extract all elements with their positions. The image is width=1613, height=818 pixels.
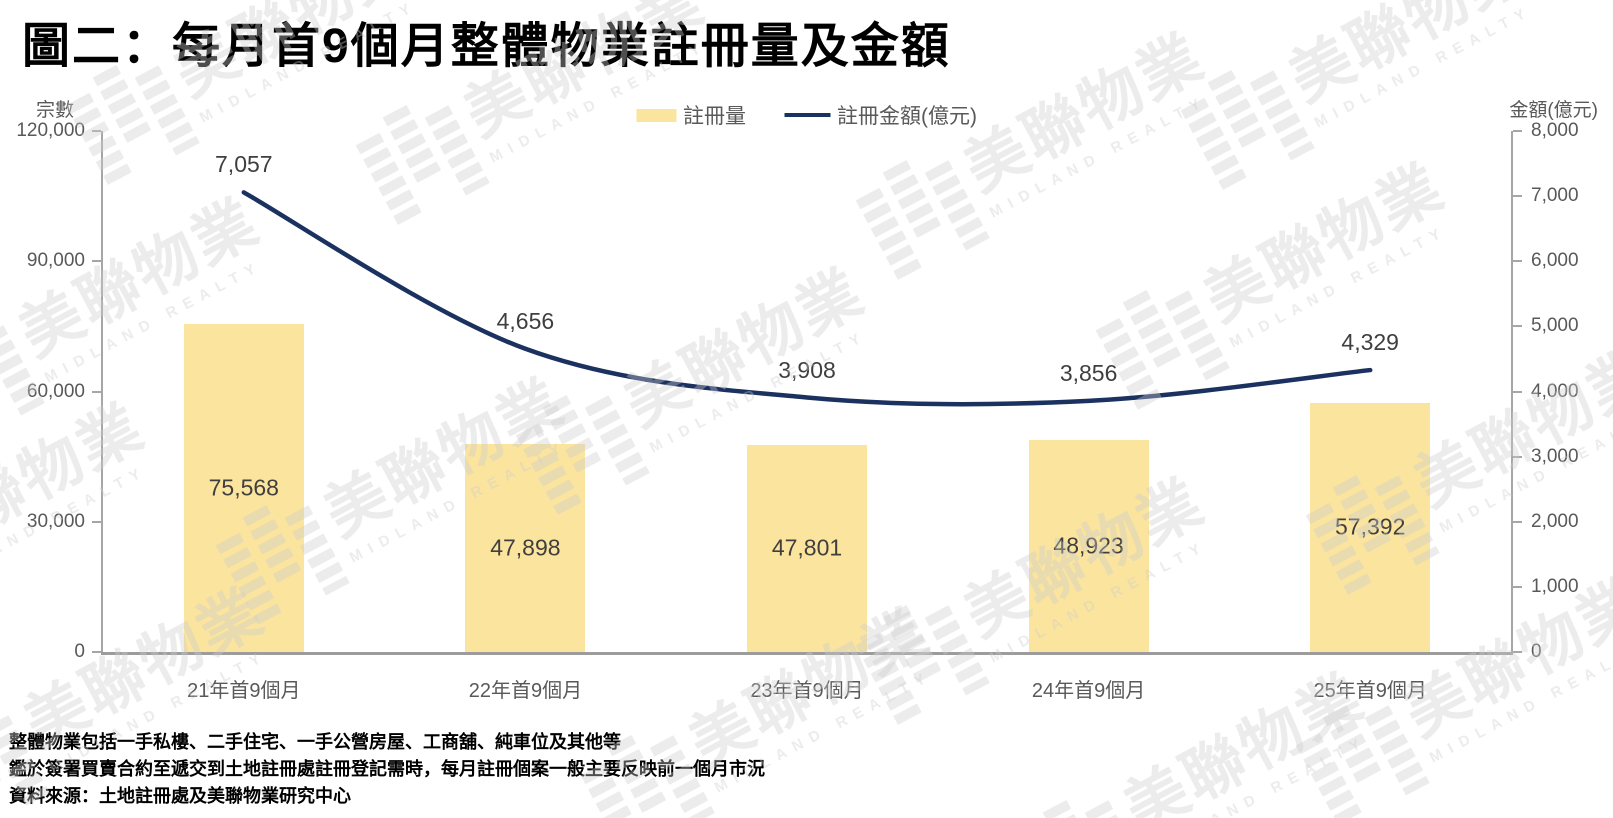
right-axis-tick-label: 7,000 bbox=[1531, 185, 1579, 207]
left-axis-tick bbox=[92, 520, 101, 523]
left-axis-line bbox=[101, 131, 103, 652]
right-axis-tick bbox=[1513, 195, 1522, 198]
bar-22年首9個月 bbox=[465, 444, 586, 652]
line-value-label: 3,856 bbox=[1059, 359, 1118, 386]
right-axis-tick-label: 1,000 bbox=[1531, 575, 1579, 597]
left-axis-tick bbox=[92, 651, 101, 653]
footnote-timing: 鑑於簽署買賣合約至遞交到土地註冊處註冊登記需時，每月註冊個案一般主要反映前一個月… bbox=[9, 759, 765, 779]
right-axis-tick-label: 5,000 bbox=[1531, 315, 1579, 337]
left-axis-tick-label: 90,000 bbox=[26, 250, 85, 272]
legend-line-swatch-icon bbox=[784, 113, 830, 117]
bar-value-label: 47,898 bbox=[490, 534, 561, 561]
left-axis-unit-label: 宗數 bbox=[36, 100, 75, 121]
line-value-label: 4,656 bbox=[496, 307, 555, 334]
bar-value-label: 48,923 bbox=[1053, 532, 1124, 559]
midland-logo-icon bbox=[0, 325, 45, 417]
left-axis-tick-label: 60,000 bbox=[26, 380, 85, 402]
footnotes: 整體物業包括一手私樓、二手住宅、一手公營房屋、工商舖、純車位及其他等 鑑於簽署買… bbox=[9, 729, 765, 810]
watermark-cjk-text: 美聯物業 bbox=[1278, 0, 1541, 115]
plot-area: 75,568 47,898 47,801 48,923 57,392 120,000 90,… bbox=[16, 120, 1578, 702]
line-value-label: 4,329 bbox=[1341, 329, 1399, 356]
right-axis-tick-label: 6,000 bbox=[1531, 250, 1579, 272]
bar-21年首9個月 bbox=[183, 323, 304, 652]
bar-25年首9個月 bbox=[1310, 402, 1431, 652]
right-axis-tick-label: 2,000 bbox=[1531, 510, 1579, 532]
right-axis-tick bbox=[1513, 260, 1522, 263]
right-axis-tick bbox=[1513, 325, 1522, 328]
midland-logo-icon bbox=[1295, 705, 1430, 818]
left-axis-tick bbox=[92, 130, 101, 132]
right-axis-tick-label: 4,000 bbox=[1531, 380, 1579, 402]
left-axis-tick bbox=[92, 390, 101, 393]
x-axis-category-label: 21年首9個月 bbox=[187, 680, 301, 702]
right-axis-tick bbox=[1513, 130, 1522, 132]
chart-title: 圖二：每月首9個月整體物業註冊量及金額 bbox=[22, 20, 951, 73]
legend: 註冊量 註冊金額(億元) bbox=[636, 100, 977, 130]
bar-23年首9個月 bbox=[747, 444, 867, 652]
right-axis-tick bbox=[1513, 651, 1522, 653]
left-axis-tick-label: 120,000 bbox=[16, 120, 85, 141]
line-value-label: 7,057 bbox=[215, 151, 273, 178]
right-axis-tick-label: 3,000 bbox=[1531, 445, 1579, 467]
x-axis-line bbox=[101, 652, 1513, 655]
right-axis-tick bbox=[1513, 455, 1522, 458]
x-axis-category-label: 25年首9個月 bbox=[1313, 680, 1427, 702]
bar-value-label: 47,801 bbox=[771, 534, 843, 561]
legend-item-amount: 註冊金額(億元) bbox=[784, 100, 977, 130]
footnote-scope: 整體物業包括一手私樓、二手住宅、一手公營房屋、工商舖、純車位及其他等 bbox=[9, 732, 621, 752]
bar-value-label: 57,392 bbox=[1335, 513, 1406, 540]
x-axis-category-label: 23年首9個月 bbox=[750, 680, 864, 702]
midland-logo-icon bbox=[1042, 800, 1121, 818]
x-axis-category-label: 24年首9個月 bbox=[1031, 680, 1146, 702]
right-axis-tick-label: 0 bbox=[1531, 641, 1542, 662]
x-axis-category-label: 22年首9個月 bbox=[468, 680, 583, 702]
amount-line-series bbox=[241, 190, 1373, 407]
footnote-source: 資料來源：土地註冊處及美聯物業研究中心 bbox=[9, 786, 351, 806]
bar-24年首9個月 bbox=[1028, 439, 1149, 652]
right-axis-tick bbox=[1513, 585, 1522, 588]
line-value-label: 3,908 bbox=[778, 356, 836, 383]
left-axis-tick-label: 30,000 bbox=[26, 510, 85, 532]
left-axis-tick bbox=[92, 260, 101, 263]
watermark-en-text: MIDLAND REALTY bbox=[1146, 731, 1371, 818]
legend-item-registrations: 註冊量 bbox=[636, 100, 746, 130]
bar-value-label: 75,568 bbox=[208, 474, 279, 501]
right-axis-tick bbox=[1513, 390, 1522, 393]
left-axis-tick-label: 0 bbox=[74, 641, 85, 662]
legend-bar-swatch-icon bbox=[636, 108, 676, 122]
amount-line-path bbox=[241, 190, 1373, 407]
right-axis-tick bbox=[1513, 520, 1522, 523]
legend-bar-label: 註冊量 bbox=[683, 105, 746, 128]
right-axis-unit-label: 金額(億元) bbox=[1509, 100, 1598, 121]
right-axis-tick-label: 8,000 bbox=[1531, 120, 1579, 141]
right-axis-line bbox=[1511, 131, 1513, 652]
legend-line-label: 註冊金額(億元) bbox=[837, 105, 977, 128]
